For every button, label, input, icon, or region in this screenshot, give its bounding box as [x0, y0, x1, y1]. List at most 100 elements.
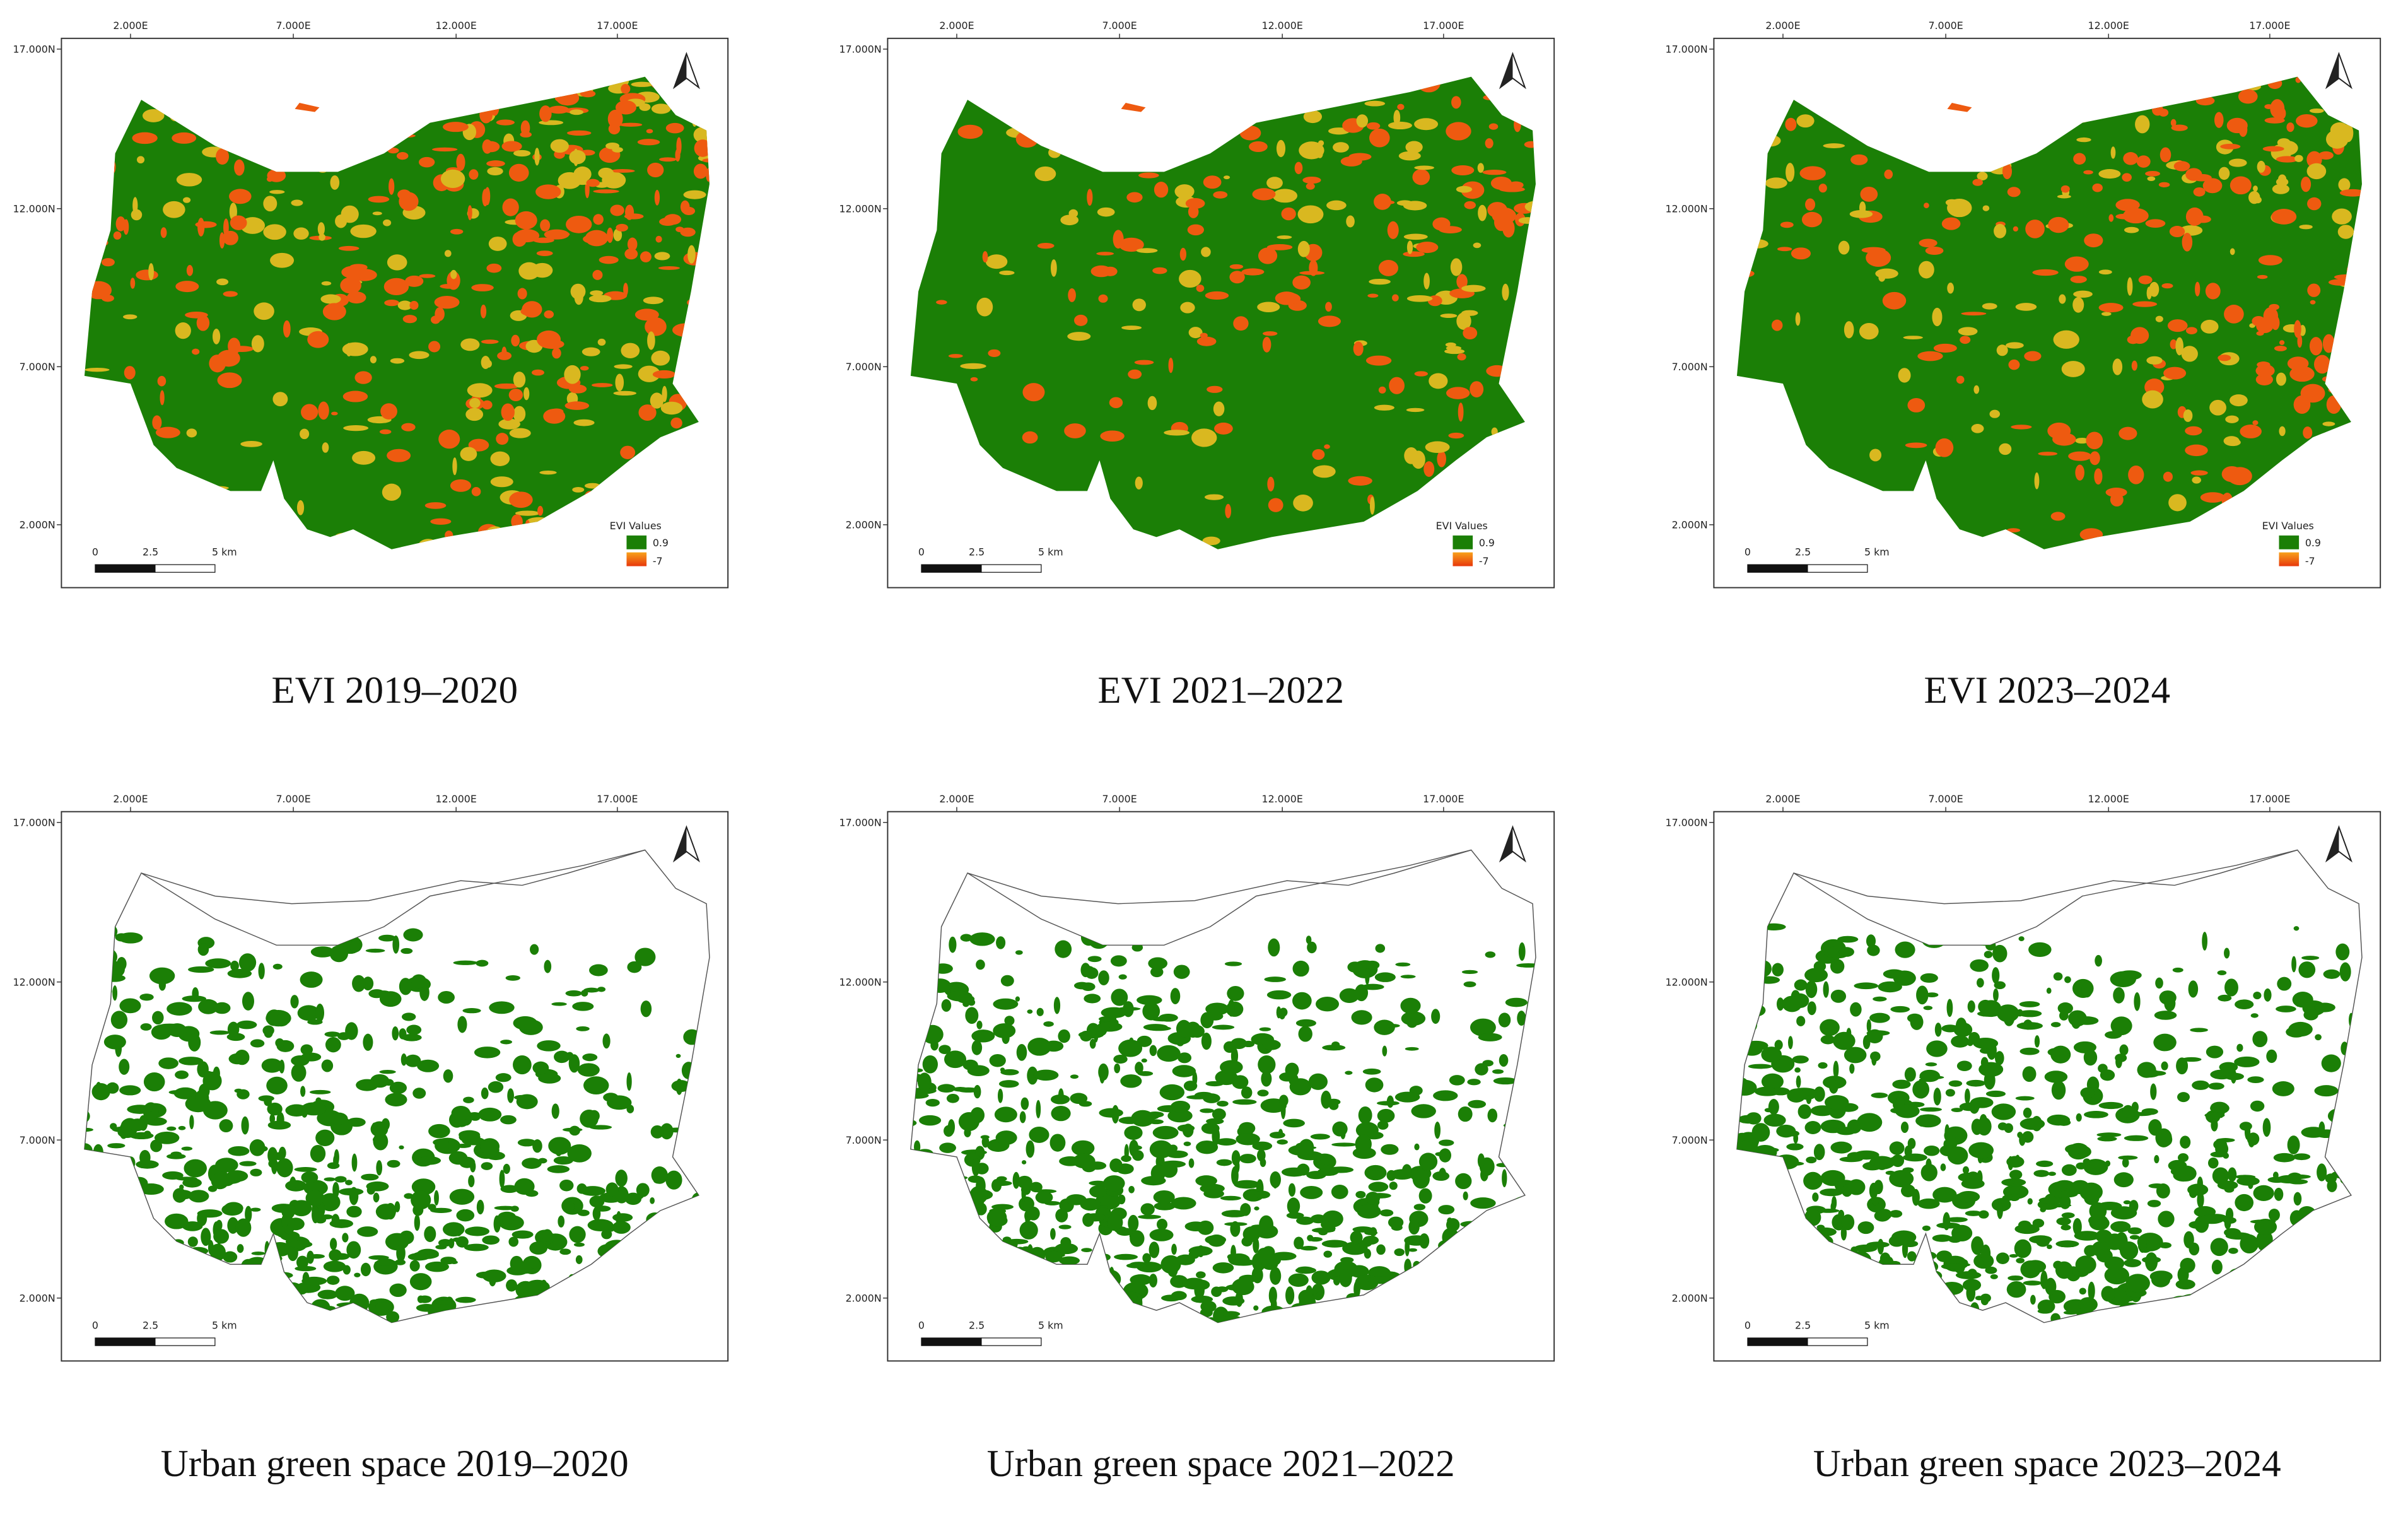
map-patch — [1174, 184, 1195, 199]
map-patch — [2075, 1016, 2099, 1025]
map-patch — [1224, 961, 1242, 966]
map-patch — [119, 998, 141, 1014]
map-patch — [1439, 226, 1462, 233]
map-patch — [1326, 200, 1347, 211]
scale-bar-light — [981, 564, 1042, 573]
caption: Urban green space 2021–2022 — [987, 1443, 1455, 1485]
map-patch — [1308, 1236, 1323, 1242]
map-patch — [1761, 1047, 1782, 1063]
map-patch — [1084, 994, 1101, 1004]
map-patch — [627, 961, 642, 973]
map-patch — [1805, 198, 1816, 211]
map-patch — [1128, 1185, 1135, 1194]
map-patch — [650, 1125, 664, 1139]
map-patch — [451, 1105, 470, 1121]
legend-label: -7 — [1479, 555, 1489, 567]
map-patch — [1081, 1248, 1092, 1253]
map-patch — [956, 994, 975, 1004]
map-patch — [2223, 436, 2240, 446]
map-patch — [1147, 396, 1157, 411]
map-patch — [598, 167, 614, 179]
map-patch — [1418, 1152, 1438, 1171]
map-panel: 2.000E 7.000E 12.000E 17.000E17.000N12.000N… — [839, 793, 1555, 1362]
map-patch — [470, 1115, 481, 1121]
y-tick-label: 17.000N — [1666, 43, 1708, 55]
map-patch — [450, 269, 457, 279]
map-patch — [2274, 346, 2287, 351]
map-patch — [1241, 268, 1265, 276]
map-patch — [1160, 1255, 1181, 1274]
map-patch — [2185, 426, 2202, 436]
map-patch — [1277, 235, 1292, 239]
map-patch — [1131, 1110, 1155, 1127]
map-patch — [1202, 536, 1220, 546]
map-patch — [2032, 269, 2059, 276]
map-patch — [263, 224, 286, 240]
map-patch — [2075, 1255, 2096, 1274]
map-patch — [2004, 1180, 2014, 1186]
map-patch — [554, 1050, 570, 1064]
map-patch — [1859, 323, 1879, 340]
map-patch — [495, 1073, 511, 1082]
map-patch — [1262, 336, 1271, 353]
map-patch — [2257, 160, 2265, 173]
map-patch — [2083, 170, 2093, 175]
map-patch — [1764, 1108, 1773, 1113]
map-patch — [85, 368, 110, 372]
map-patch — [941, 999, 952, 1012]
map-patch — [380, 403, 397, 419]
map-patch — [1130, 1230, 1145, 1247]
map-patch — [2271, 209, 2297, 225]
map-patch — [192, 348, 200, 355]
map-patch — [2105, 487, 2127, 498]
map-patch — [2268, 1208, 2280, 1221]
map-patch — [2224, 1216, 2231, 1229]
map-patch — [158, 979, 166, 991]
map-patch — [389, 1283, 407, 1298]
map-patch — [2218, 355, 2231, 361]
map-patch — [2150, 1083, 2157, 1100]
y-tick-label: 7.000N — [1672, 1134, 1708, 1146]
map-patch — [1060, 214, 1079, 226]
map-patch — [2154, 1155, 2160, 1164]
map-patch — [1429, 373, 1448, 389]
map-patch — [2051, 1081, 2066, 1100]
map-patch — [2056, 1217, 2071, 1226]
map-patch — [1844, 1047, 1867, 1064]
map-patch — [2224, 947, 2230, 959]
map-patch — [189, 1115, 194, 1130]
map-patch — [1951, 1035, 1970, 1048]
map-patch — [365, 948, 385, 953]
map-patch — [1985, 1090, 2006, 1098]
map-patch — [1203, 175, 1222, 189]
map-patch — [660, 401, 683, 415]
map-patch — [549, 408, 564, 414]
map-patch — [1374, 404, 1394, 411]
map-patch — [1940, 1163, 1946, 1171]
map-patch — [2327, 1179, 2337, 1192]
map-patch — [176, 173, 202, 187]
map-patch — [1980, 1293, 1991, 1303]
map-patch — [334, 1149, 339, 1166]
map-patch — [1019, 1221, 1038, 1240]
map-patch — [1292, 992, 1312, 1010]
map-patch — [1943, 1212, 1951, 1231]
map-patch — [2303, 1009, 2318, 1021]
map-patch — [375, 1302, 390, 1311]
map-patch — [212, 329, 221, 344]
map-patch — [1015, 996, 1020, 1002]
map-patch — [949, 936, 957, 953]
map-patch — [160, 227, 167, 238]
map-patch — [1171, 1197, 1196, 1210]
map-patch — [1799, 166, 1826, 180]
map-patch — [1369, 278, 1391, 285]
map-patch — [643, 296, 663, 305]
map-patch — [467, 205, 472, 221]
map-patch — [394, 1201, 400, 1212]
map-patch — [384, 300, 400, 307]
map-patch — [2089, 1202, 2107, 1220]
map-patch — [1148, 1274, 1157, 1287]
map-patch — [1966, 1079, 1986, 1087]
map-patch — [468, 1175, 475, 1188]
